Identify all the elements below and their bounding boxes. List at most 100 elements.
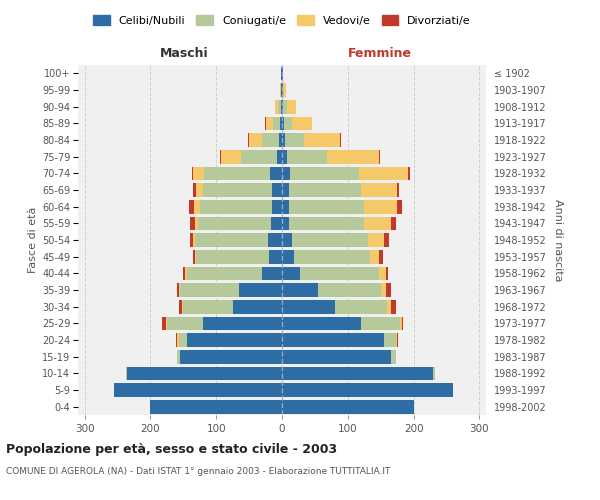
Bar: [151, 400, 282, 413]
Bar: [241, 150, 277, 164]
Bar: [177, 283, 179, 297]
Bar: [364, 216, 391, 230]
Bar: [177, 350, 180, 364]
Bar: [281, 83, 282, 97]
Bar: [275, 100, 278, 114]
Bar: [269, 250, 282, 264]
Bar: [282, 183, 289, 197]
Bar: [277, 150, 282, 164]
Bar: [126, 366, 127, 380]
Bar: [272, 183, 282, 197]
Bar: [193, 183, 196, 197]
Bar: [282, 216, 289, 230]
Bar: [195, 233, 268, 247]
Bar: [270, 166, 282, 180]
Bar: [193, 233, 195, 247]
Bar: [268, 233, 282, 247]
Bar: [282, 400, 413, 413]
Bar: [282, 116, 284, 130]
Bar: [301, 266, 379, 280]
Bar: [292, 116, 311, 130]
Bar: [167, 316, 203, 330]
Bar: [397, 183, 399, 197]
Bar: [203, 183, 272, 197]
Bar: [327, 150, 379, 164]
Bar: [282, 366, 433, 380]
Bar: [239, 283, 282, 297]
Text: Popolazione per età, sesso e stato civile - 2003: Popolazione per età, sesso e stato civil…: [6, 442, 337, 456]
Bar: [274, 116, 280, 130]
Bar: [178, 333, 179, 347]
Bar: [290, 166, 359, 180]
Bar: [248, 133, 249, 147]
Bar: [284, 116, 292, 130]
Text: COMUNE DI AGEROLA (NA) - Dati ISTAT 1° gennaio 2003 - Elaborazione TUTTITALIA.IT: COMUNE DI AGEROLA (NA) - Dati ISTAT 1° g…: [6, 468, 391, 476]
Bar: [282, 250, 294, 264]
Bar: [285, 133, 304, 147]
Bar: [396, 333, 397, 347]
Bar: [200, 200, 272, 213]
Bar: [368, 233, 384, 247]
Bar: [221, 150, 241, 164]
Bar: [282, 166, 290, 180]
Bar: [262, 133, 279, 147]
Y-axis label: Anni di nascita: Anni di nascita: [553, 198, 563, 281]
Bar: [262, 266, 282, 280]
Bar: [397, 200, 403, 213]
Bar: [205, 166, 270, 180]
Bar: [387, 300, 391, 314]
Bar: [280, 116, 282, 130]
Legend: Celibi/Nubili, Coniugati/e, Vedovi/e, Divorziati/e: Celibi/Nubili, Coniugati/e, Vedovi/e, Di…: [89, 10, 475, 30]
Bar: [176, 333, 178, 347]
Bar: [266, 116, 274, 130]
Bar: [282, 100, 283, 114]
Bar: [359, 166, 409, 180]
Bar: [192, 166, 193, 180]
Bar: [361, 316, 400, 330]
Bar: [233, 300, 282, 314]
Bar: [185, 266, 187, 280]
Bar: [272, 200, 282, 213]
Bar: [292, 233, 368, 247]
Bar: [193, 250, 195, 264]
Bar: [391, 216, 396, 230]
Bar: [127, 366, 282, 380]
Bar: [335, 300, 387, 314]
Bar: [282, 200, 289, 213]
Bar: [249, 133, 262, 147]
Text: Femmine: Femmine: [348, 47, 412, 60]
Bar: [183, 266, 185, 280]
Bar: [114, 383, 282, 397]
Bar: [294, 250, 370, 264]
Bar: [187, 333, 282, 347]
Bar: [282, 383, 453, 397]
Bar: [311, 116, 312, 130]
Bar: [386, 283, 391, 297]
Bar: [182, 300, 183, 314]
Bar: [265, 116, 266, 130]
Bar: [289, 216, 364, 230]
Bar: [409, 166, 410, 180]
Bar: [280, 83, 281, 97]
Bar: [195, 250, 196, 264]
Bar: [271, 216, 282, 230]
Bar: [282, 66, 283, 80]
Bar: [361, 183, 397, 197]
Bar: [433, 366, 434, 380]
Bar: [203, 316, 282, 330]
Bar: [282, 233, 292, 247]
Bar: [179, 283, 180, 297]
Bar: [379, 150, 380, 164]
Bar: [386, 266, 388, 280]
Bar: [282, 350, 391, 364]
Bar: [180, 350, 282, 364]
Bar: [370, 250, 379, 264]
Bar: [318, 283, 381, 297]
Bar: [391, 300, 396, 314]
Bar: [282, 133, 285, 147]
Bar: [193, 166, 205, 180]
Bar: [179, 300, 182, 314]
Bar: [384, 333, 396, 347]
Bar: [187, 266, 262, 280]
Bar: [179, 333, 187, 347]
